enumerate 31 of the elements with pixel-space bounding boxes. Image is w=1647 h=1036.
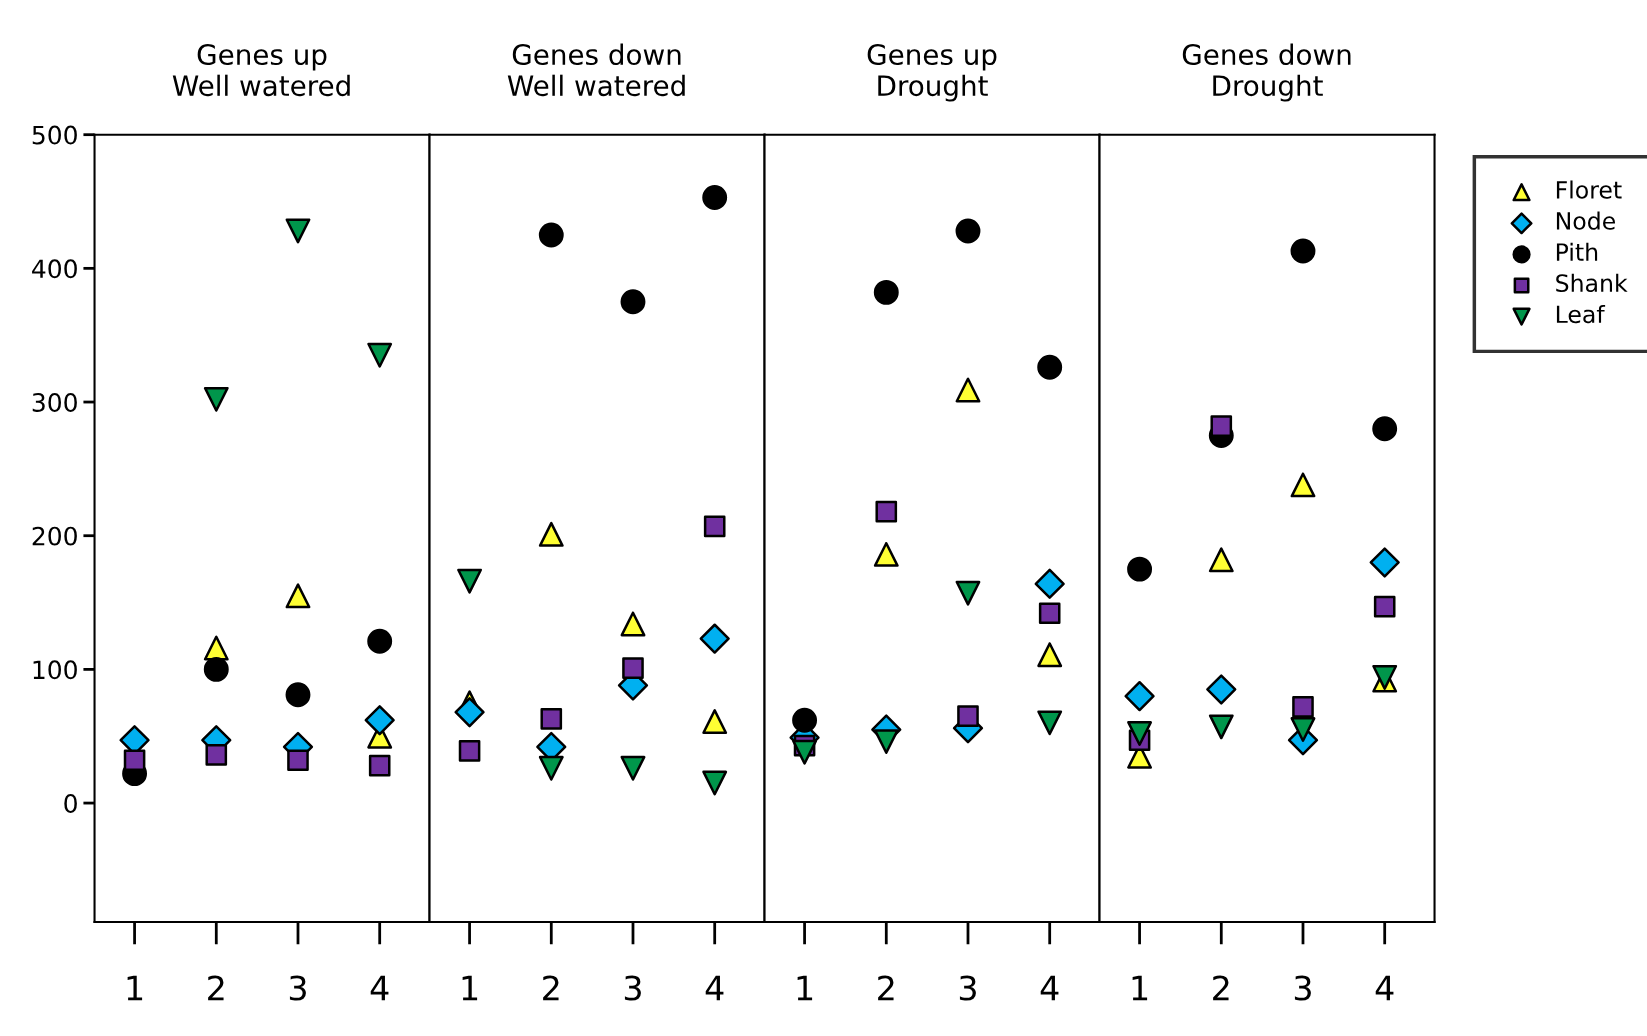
x-tick-label: 2 bbox=[1213, 975, 1229, 1001]
y-tick-label: 100 bbox=[33, 660, 77, 680]
x-tick-label: 1 bbox=[797, 975, 813, 1001]
chart-title: Genes up Drought bbox=[867, 44, 997, 102]
x-tick-label: 1 bbox=[462, 975, 478, 1001]
x-tick-label: 3 bbox=[289, 975, 306, 1001]
x-tick-label: 2 bbox=[208, 975, 224, 1001]
x-tick-label: 2 bbox=[543, 975, 559, 1001]
legend-label: Leaf bbox=[1556, 304, 1606, 324]
y-tick-label: 500 bbox=[32, 125, 77, 145]
x-tick-label: 4 bbox=[370, 975, 389, 1001]
x-tick-label: 1 bbox=[1132, 975, 1148, 1001]
y-tick-label: 0 bbox=[64, 794, 77, 813]
x-tick-label: 4 bbox=[1040, 975, 1059, 1001]
x-tick-label: 1 bbox=[127, 975, 143, 1001]
chart-title: Genes down Drought bbox=[1182, 43, 1351, 102]
x-tick-label: 2 bbox=[878, 975, 894, 1001]
x-tick-label: 4 bbox=[705, 975, 724, 1001]
legend-label: Pith bbox=[1556, 242, 1598, 261]
legend-label: Floret bbox=[1556, 180, 1622, 199]
y-tick-label: 400 bbox=[32, 259, 77, 279]
legend-label: Shank bbox=[1556, 273, 1628, 293]
x-tick-label: 4 bbox=[1375, 975, 1394, 1001]
legend-label: Node bbox=[1556, 211, 1615, 230]
y-tick-label: 200 bbox=[32, 526, 77, 546]
chart-title: Genes down Well watered bbox=[507, 43, 685, 97]
chart-title: Genes up Well watered bbox=[172, 44, 350, 97]
y-tick-label: 300 bbox=[32, 392, 77, 412]
x-tick-label: 3 bbox=[959, 975, 976, 1001]
x-tick-label: 3 bbox=[624, 975, 641, 1001]
x-tick-label: 3 bbox=[1294, 975, 1311, 1001]
